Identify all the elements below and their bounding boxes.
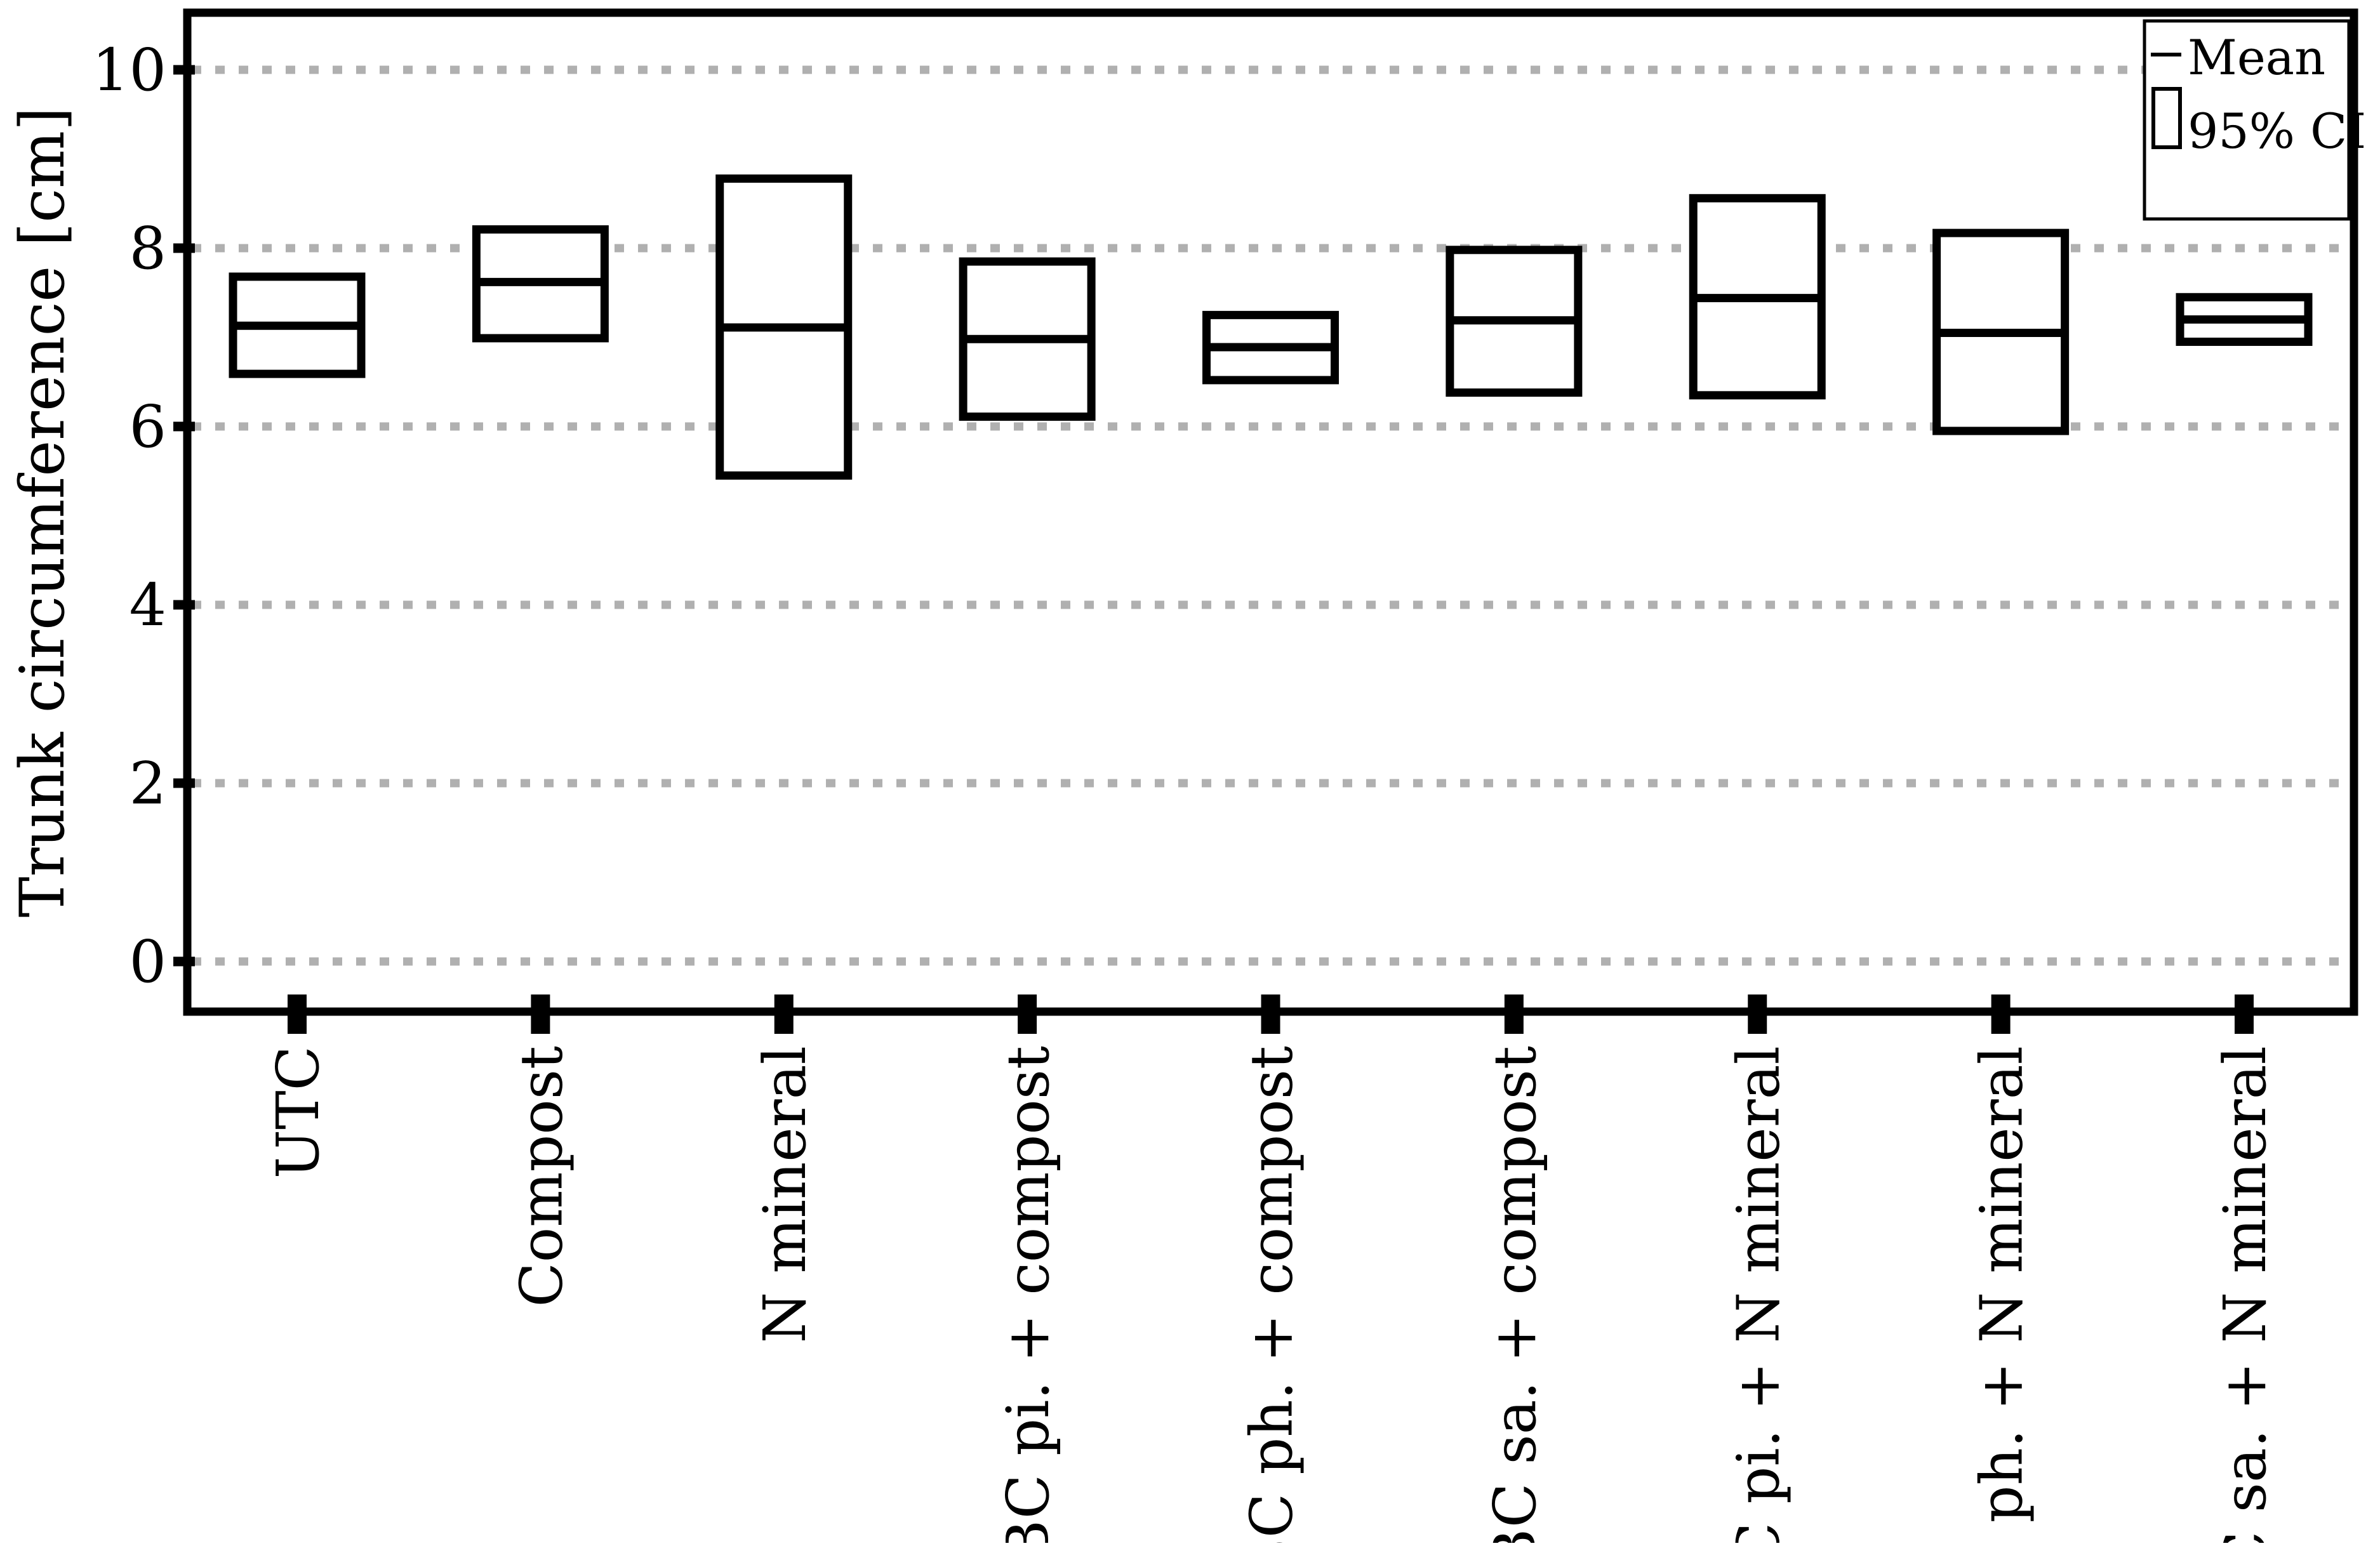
x-tick-label-3: BC pi. + compost: [994, 1046, 1062, 1543]
plot-frame: [183, 8, 2358, 1016]
x-tick-label-7: BC ph. + N mineral: [1968, 1046, 2036, 1543]
x-tick-label-8: BC sa. + N mineral: [2211, 1046, 2279, 1543]
y-tick-label-8: 8: [129, 215, 166, 282]
x-tick-label-2: N mineral: [751, 1046, 819, 1343]
x-tick-label-5: BC sa. + compost: [1481, 1046, 1549, 1543]
y-axis-title: Trunk circumference [cm]: [7, 107, 78, 918]
y-tick-label-4: 4: [129, 571, 166, 639]
legend-mean-label: Mean: [2188, 29, 2325, 86]
y-tick-label-6: 6: [129, 393, 166, 461]
y-tick-label-0: 0: [129, 928, 166, 996]
x-tick-label-6: BC pi. + N mineral: [1724, 1046, 1792, 1543]
legend-ci-box-icon: [2151, 87, 2182, 149]
legend-ci-label: 95% CI: [2188, 103, 2366, 159]
y-tick-label-10: 10: [92, 36, 166, 104]
x-tick-label-1: Compost: [507, 1046, 575, 1307]
x-tick-label-4: BC ph. + compost: [1238, 1046, 1306, 1543]
y-tick-label-2: 2: [129, 750, 166, 817]
x-tick-label-0: UTC: [264, 1046, 332, 1179]
